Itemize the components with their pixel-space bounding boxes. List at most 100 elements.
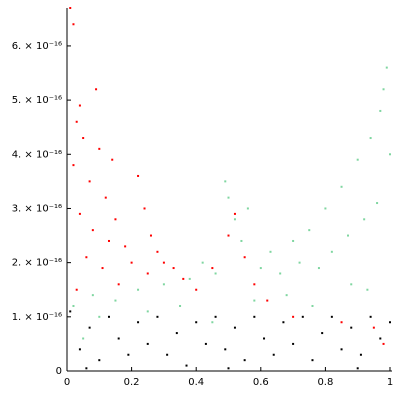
point — [324, 207, 327, 210]
point — [114, 299, 117, 302]
y-tick-label: 4. × 10⁻¹⁶ — [12, 149, 62, 160]
x-tick-label: 0.8 — [317, 377, 333, 388]
point — [130, 261, 133, 264]
point — [156, 250, 159, 253]
point — [266, 299, 269, 302]
point — [137, 174, 140, 177]
point — [72, 164, 75, 167]
point — [211, 321, 214, 324]
point — [240, 239, 243, 242]
point — [85, 256, 88, 259]
point — [98, 315, 101, 318]
point — [379, 109, 382, 112]
point — [363, 218, 366, 221]
point — [385, 66, 388, 69]
point — [369, 315, 372, 318]
point — [188, 277, 191, 280]
point — [340, 348, 343, 351]
point — [107, 315, 110, 318]
point — [75, 288, 78, 291]
point — [78, 348, 81, 351]
point — [356, 158, 359, 161]
point — [224, 180, 227, 183]
point — [350, 283, 353, 286]
point — [233, 218, 236, 221]
point — [95, 88, 98, 91]
point — [211, 267, 214, 270]
point — [146, 272, 149, 275]
point — [101, 267, 104, 270]
point — [369, 137, 372, 140]
point — [227, 196, 230, 199]
point — [292, 239, 295, 242]
point — [243, 256, 246, 259]
point — [82, 337, 85, 340]
point — [243, 359, 246, 362]
point — [195, 321, 198, 324]
y-tick-label: 3. × 10⁻¹⁶ — [12, 203, 62, 214]
point — [185, 364, 188, 367]
point — [137, 321, 140, 324]
point — [146, 310, 149, 313]
point — [124, 245, 127, 248]
point — [359, 353, 362, 356]
point — [227, 234, 230, 237]
point — [379, 337, 382, 340]
x-tick-label: 0.4 — [188, 377, 204, 388]
point — [330, 315, 333, 318]
point — [253, 315, 256, 318]
x-tick-label: 0 — [64, 377, 70, 388]
point — [311, 359, 314, 362]
point — [259, 267, 262, 270]
point — [78, 212, 81, 215]
point — [204, 342, 207, 345]
point — [127, 353, 130, 356]
point — [182, 277, 185, 280]
point — [91, 229, 94, 232]
point — [301, 315, 304, 318]
x-tick-label: 0.6 — [253, 377, 269, 388]
y-tick-label: 0 — [56, 366, 62, 377]
point — [162, 283, 165, 286]
point — [253, 299, 256, 302]
point — [162, 261, 165, 264]
x-tick-label: 0.2 — [124, 377, 140, 388]
point — [143, 207, 146, 210]
point — [214, 315, 217, 318]
point — [272, 353, 275, 356]
point — [292, 315, 295, 318]
y-tick-label: 5. × 10⁻¹⁶ — [12, 95, 62, 106]
point — [298, 261, 301, 264]
point — [233, 326, 236, 329]
point — [166, 353, 169, 356]
point — [389, 153, 391, 156]
point — [98, 359, 101, 362]
point — [82, 137, 85, 140]
point — [263, 337, 266, 340]
point — [156, 315, 159, 318]
point — [376, 202, 379, 205]
point — [104, 196, 107, 199]
point — [117, 283, 120, 286]
point — [179, 304, 182, 307]
point — [356, 367, 359, 370]
point — [382, 342, 385, 345]
point — [98, 147, 101, 150]
point — [224, 348, 227, 351]
point — [114, 218, 117, 221]
point — [149, 234, 152, 237]
point — [175, 332, 178, 335]
point — [88, 180, 91, 183]
point — [317, 267, 320, 270]
point — [137, 288, 140, 291]
point — [292, 342, 295, 345]
point — [285, 294, 288, 297]
point — [321, 332, 324, 335]
point — [340, 321, 343, 324]
point — [311, 304, 314, 307]
point — [269, 250, 272, 253]
point — [233, 212, 236, 215]
point — [69, 310, 72, 313]
y-tick-label: 6. × 10⁻¹⁶ — [12, 41, 62, 52]
